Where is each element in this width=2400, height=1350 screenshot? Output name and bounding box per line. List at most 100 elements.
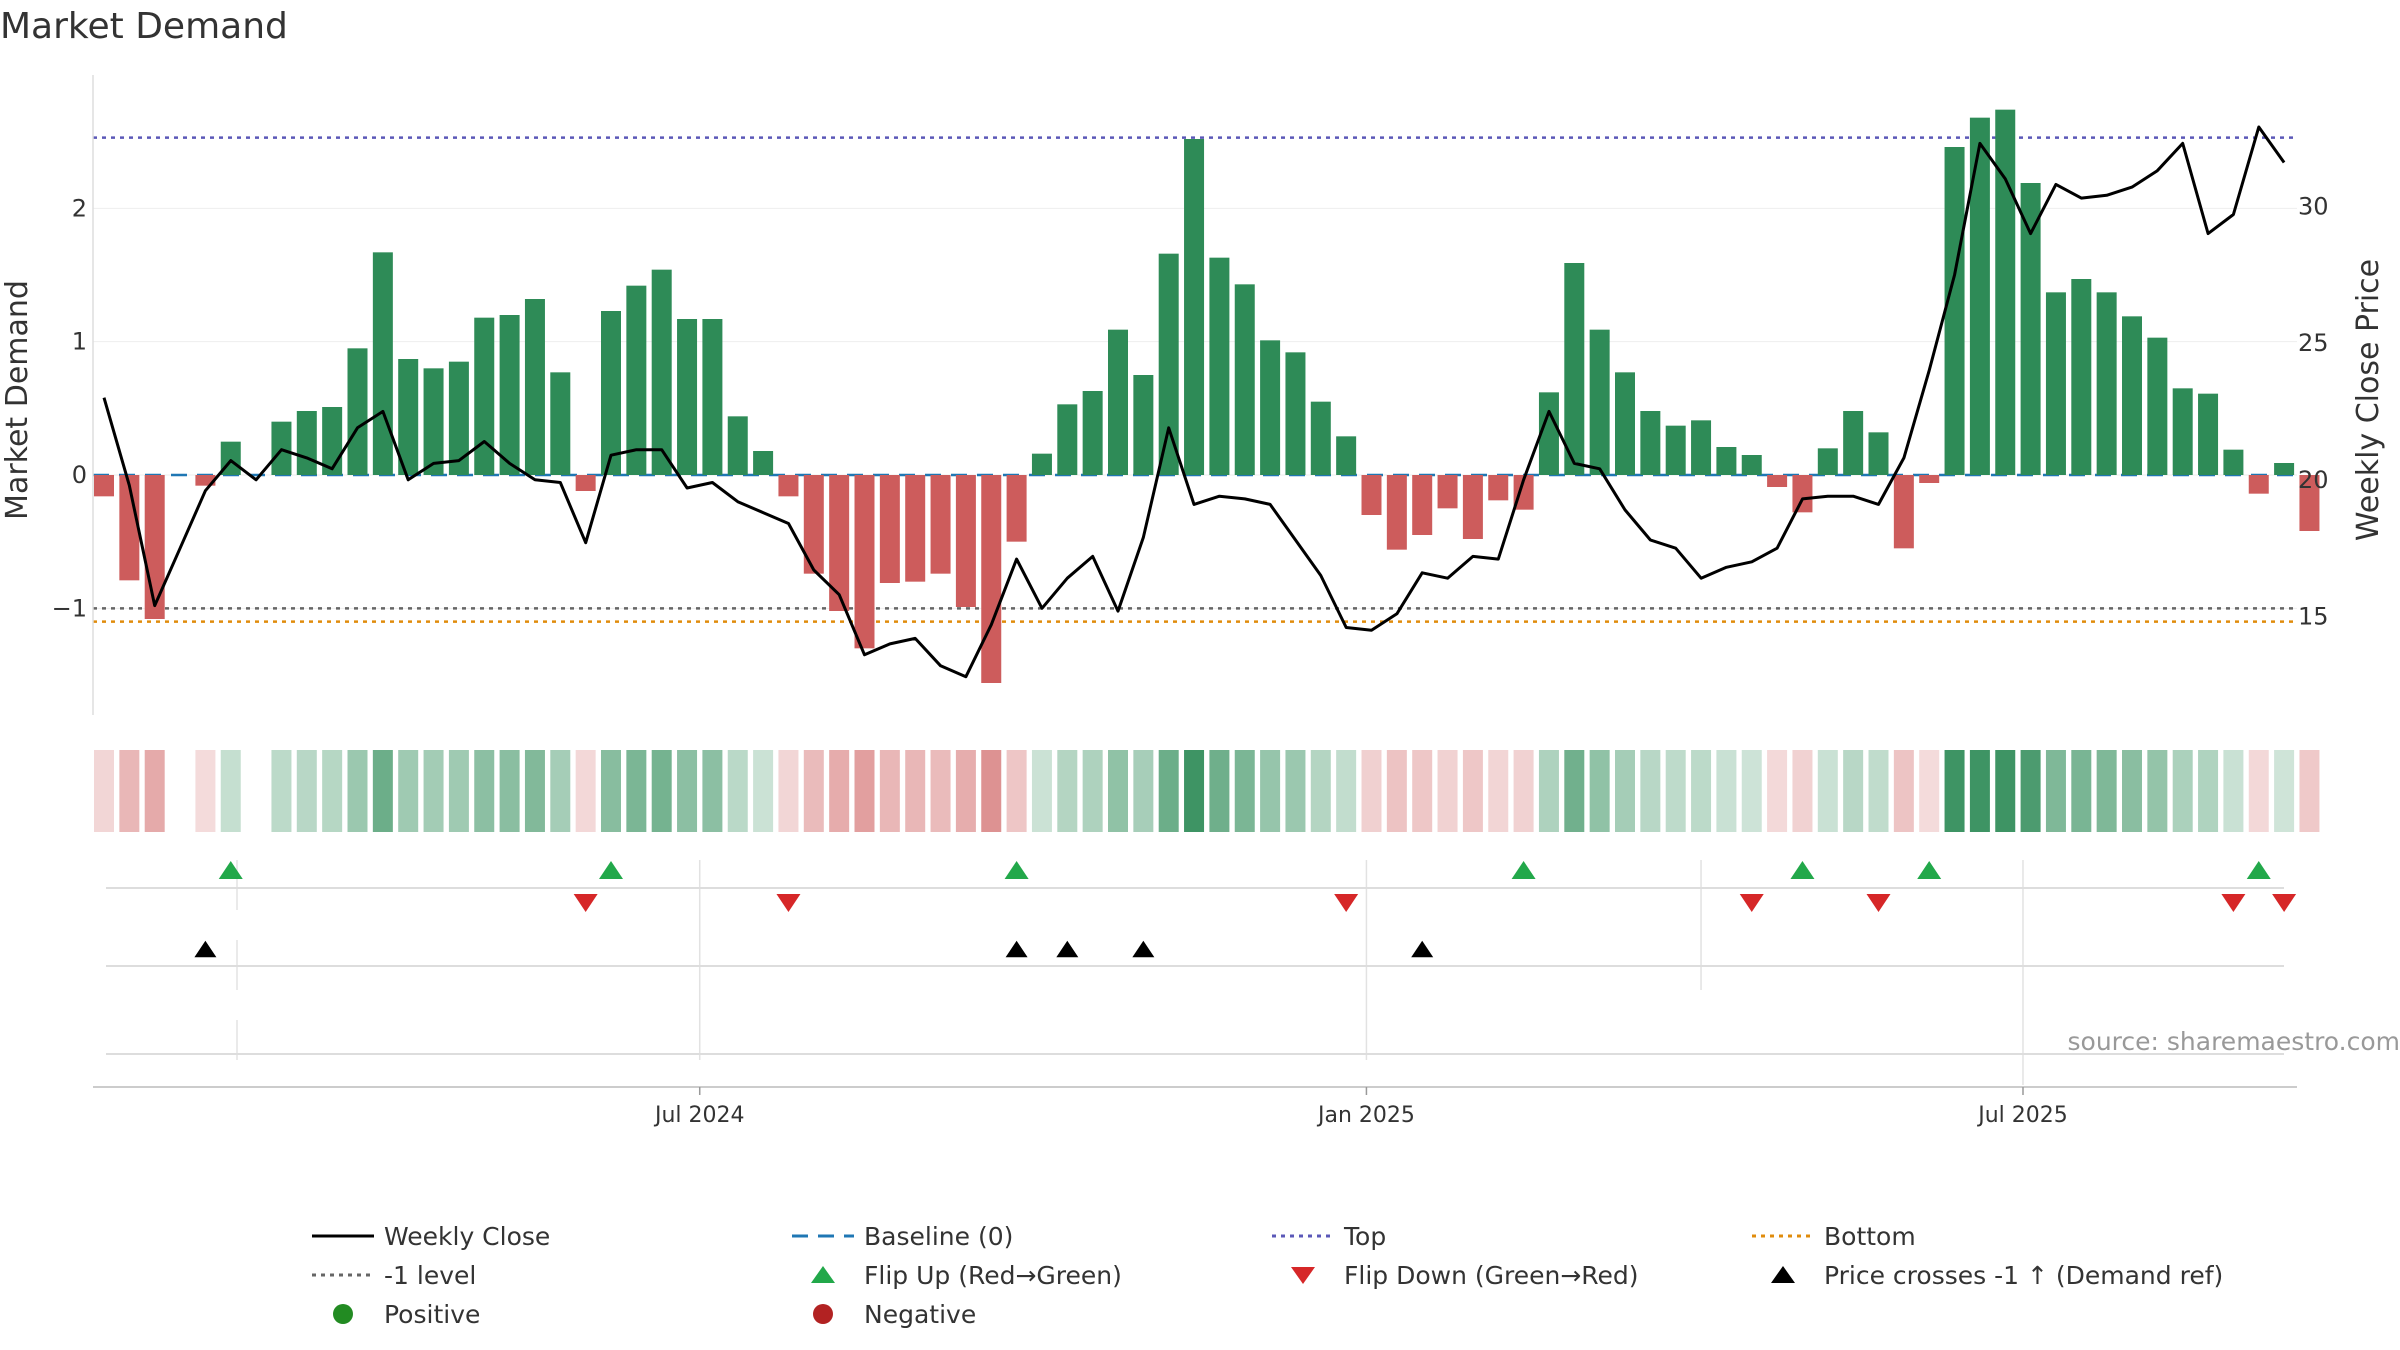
left-tick-label: 2 xyxy=(72,194,87,222)
demand-bar-positive xyxy=(1691,420,1712,475)
legend-item: Flip Up (Red→Green) xyxy=(811,1261,1122,1290)
demand-bar-positive xyxy=(1260,340,1281,475)
demand-bar-positive xyxy=(1716,447,1737,475)
heat-strip-cell xyxy=(955,750,976,832)
demand-bar-positive xyxy=(1133,375,1154,475)
heat-strip-cell xyxy=(2045,750,2066,832)
heat-strip-cell xyxy=(727,750,748,832)
right-tick-label: 15 xyxy=(2298,603,2329,631)
flip-up-marker xyxy=(218,861,243,879)
flip-down-marker xyxy=(2272,894,2297,912)
heat-strip-cell xyxy=(1006,750,1027,832)
heat-strip-cell xyxy=(524,750,545,832)
left-tick-label: 1 xyxy=(72,328,87,356)
demand-bar-positive xyxy=(2122,316,2142,475)
heat-strip-cell xyxy=(296,750,317,832)
flip-up-marker xyxy=(1511,861,1536,879)
demand-bar-positive xyxy=(1310,401,1331,475)
demand-bar-positive xyxy=(1640,411,1661,475)
legend-label: Bottom xyxy=(1824,1222,1916,1251)
heat-strip-cell xyxy=(1589,750,1610,832)
legend-label: Flip Down (Green→Red) xyxy=(1344,1261,1639,1290)
chart-title: Market Demand xyxy=(0,6,288,47)
legend-item: Positive xyxy=(333,1300,480,1329)
heat-strip-cell xyxy=(575,750,596,832)
legend-label: Positive xyxy=(384,1300,480,1329)
heat-strip-cell xyxy=(1488,750,1509,832)
legend-swatch-circle xyxy=(813,1304,833,1324)
demand-bar-negative xyxy=(1462,475,1483,539)
demand-bar-positive xyxy=(1184,139,1205,475)
heat-strip-cell xyxy=(1817,750,1838,832)
right-tick-label: 20 xyxy=(2298,466,2329,494)
heat-strip-cell xyxy=(322,750,343,832)
legend-label: -1 level xyxy=(384,1261,476,1290)
demand-bar-positive xyxy=(1843,411,1864,475)
heat-strip-cell xyxy=(271,750,292,832)
heat-strip-cell xyxy=(2096,750,2117,832)
demand-bar-positive xyxy=(2198,393,2219,475)
demand-bar-positive xyxy=(1564,263,1585,475)
flip-up-marker xyxy=(1004,861,1029,879)
demand-bars xyxy=(94,109,2320,683)
demand-bar-negative xyxy=(1361,475,1382,515)
demand-bar-negative xyxy=(575,475,596,491)
flip-up-marker xyxy=(2246,861,2271,879)
demand-bar-negative xyxy=(955,475,976,607)
flip-down-marker xyxy=(573,894,598,912)
demand-bar-positive xyxy=(2071,279,2092,475)
demand-bar-negative xyxy=(803,475,824,574)
heat-strip-cell xyxy=(1538,750,1559,832)
heat-strip-cell xyxy=(2071,750,2092,832)
legend-swatch-triangle-up xyxy=(1771,1266,1795,1283)
heat-strip-cell xyxy=(677,750,698,832)
heat-strip-cell xyxy=(1792,750,1813,832)
demand-bar-positive xyxy=(1817,448,1838,475)
demand-bar-negative xyxy=(2248,475,2269,494)
heat-strip-cell xyxy=(2198,750,2219,832)
heat-strip-cell xyxy=(1031,750,1052,832)
demand-bar-positive xyxy=(1868,432,1889,475)
heat-strip-cell xyxy=(1995,750,2016,832)
heat-strip-cell xyxy=(372,750,393,832)
heat-strip-cell xyxy=(1513,750,1534,832)
legend-swatch-triangle-down xyxy=(1291,1267,1315,1284)
legend: Weekly Close Baseline (0) Top Bottom -1 leve… xyxy=(312,1222,2223,1329)
heat-strip-cell xyxy=(1310,750,1331,832)
heat-strip-cell xyxy=(1969,750,1990,832)
event-markers xyxy=(106,860,2297,1085)
heat-strip-cell xyxy=(1462,750,1483,832)
axes: 2 1 0 −1 30 25 20 15 Market Demand Weekly Close P… xyxy=(0,75,2386,715)
heat-strip-cell xyxy=(1665,750,1686,832)
heat-strip-cell xyxy=(651,750,672,832)
heat-strip-cell xyxy=(1843,750,1864,832)
heat-strip-cell xyxy=(601,750,621,832)
heat-strip-cell xyxy=(499,750,520,832)
demand-bar-positive xyxy=(753,451,774,475)
left-tick-label: 0 xyxy=(72,461,87,489)
price-cross-marker xyxy=(1005,940,1028,958)
flip-down-marker xyxy=(2221,894,2246,912)
demand-bar-positive xyxy=(347,348,368,475)
right-tick-label: 25 xyxy=(2298,329,2329,357)
demand-bar-positive xyxy=(1082,391,1103,475)
legend-label: Flip Up (Red→Green) xyxy=(864,1261,1122,1290)
demand-bar-positive xyxy=(296,411,317,475)
right-tick-label: 30 xyxy=(2298,192,2329,220)
demand-bar-positive xyxy=(626,285,647,475)
heat-strip-cell xyxy=(448,750,469,832)
heat-strip-cell xyxy=(398,750,419,832)
legend-swatch-triangle-up xyxy=(811,1266,835,1283)
demand-bar-positive xyxy=(1995,109,2016,476)
heat-strip-cell xyxy=(1412,750,1433,832)
demand-bar-negative xyxy=(879,475,900,583)
flip-down-marker xyxy=(1866,894,1891,912)
demand-bar-positive xyxy=(524,299,545,475)
heat-strip-cell xyxy=(1868,750,1889,832)
demand-bar-positive xyxy=(423,368,444,475)
demand-bar-positive xyxy=(1031,453,1052,475)
heat-strip-cell xyxy=(1234,750,1255,832)
demand-bar-negative xyxy=(1513,475,1534,510)
heat-strip-cell xyxy=(1133,750,1154,832)
heat-strip-cell xyxy=(2122,750,2142,832)
